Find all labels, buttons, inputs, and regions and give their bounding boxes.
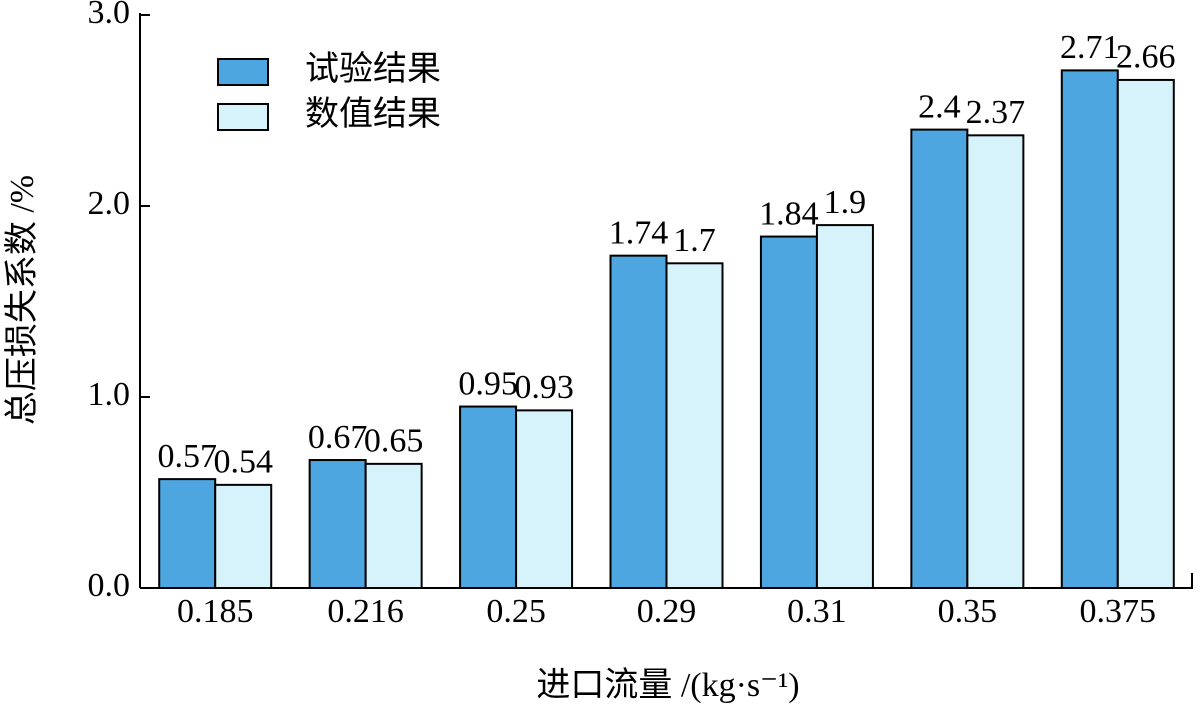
x-axis-label: 进口流量 /(kg·s⁻¹): [536, 666, 799, 704]
value-label: 0.95: [458, 365, 518, 402]
value-label: 0.65: [364, 423, 424, 460]
value-label: 1.7: [673, 222, 716, 259]
y-tick-label: 1.0: [88, 376, 131, 413]
value-label: 0.93: [514, 369, 574, 406]
bar: [214, 483, 273, 589]
bar: [1116, 78, 1175, 589]
legend-swatch: [217, 103, 269, 131]
value-label: 0.54: [213, 444, 273, 481]
legend-swatch: [217, 58, 269, 86]
legend-label: 试验结果: [305, 50, 441, 88]
bar: [364, 462, 423, 590]
value-label: 1.84: [759, 195, 819, 232]
bar: [609, 254, 668, 589]
value-label: 1.9: [824, 184, 867, 221]
y-axis-label: 总压损失系数 /%: [3, 175, 41, 425]
bar: [665, 262, 724, 589]
value-label: 2.4: [918, 88, 961, 125]
bar: [515, 409, 574, 589]
bar: [1060, 69, 1119, 589]
bar: [308, 459, 367, 589]
x-tick-label: 0.31: [787, 593, 847, 630]
legend-label: 数值结果: [305, 95, 441, 133]
x-tick-label: 0.375: [1080, 593, 1157, 630]
bar: [759, 235, 818, 589]
y-tick-label: 3.0: [88, 0, 131, 31]
x-tick-label: 0.35: [938, 593, 998, 630]
bar: [459, 405, 518, 589]
x-tick-label: 0.25: [486, 593, 546, 630]
bar: [815, 224, 874, 589]
value-label: 2.66: [1116, 39, 1176, 76]
bar: [910, 128, 969, 589]
value-label: 2.71: [1060, 29, 1120, 66]
value-label: 1.74: [609, 214, 669, 251]
value-label: 0.67: [308, 419, 368, 456]
y-tick-label: 0.0: [88, 567, 131, 604]
x-tick-label: 0.216: [327, 593, 404, 630]
bar: [158, 478, 217, 590]
x-tick-label: 0.29: [637, 593, 697, 630]
y-tick-label: 2.0: [88, 185, 131, 222]
value-label: 0.57: [157, 438, 217, 475]
x-tick-label: 0.185: [177, 593, 254, 630]
bar: [966, 134, 1025, 590]
value-label: 2.37: [966, 94, 1026, 131]
